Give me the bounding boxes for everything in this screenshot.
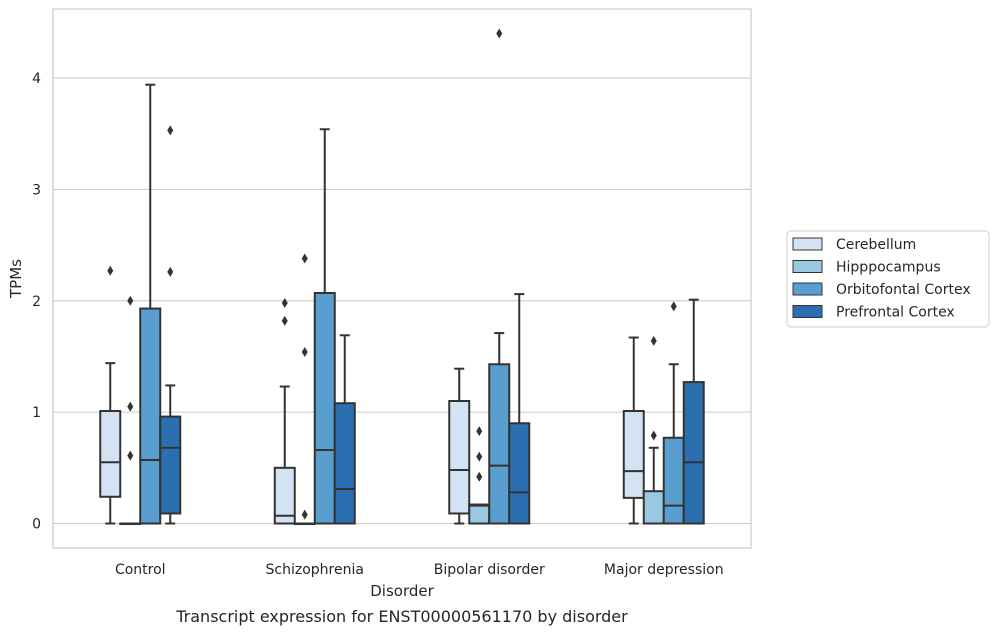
box-prefrontal-cortex	[508, 293, 531, 525]
outlier-point	[301, 253, 308, 264]
outlier-point	[650, 335, 657, 346]
box-orbitofontal-cortex	[313, 128, 336, 525]
box-body	[468, 503, 491, 525]
box-body	[662, 436, 685, 525]
y-tick-label: 3	[32, 182, 41, 198]
box-body	[622, 410, 645, 499]
box-orbitofontal-cortex	[139, 83, 162, 525]
y-tick-label: 1	[32, 405, 41, 421]
legend-entry: Cerebellum	[836, 237, 916, 253]
legend-swatch	[792, 282, 823, 296]
x-tick-label: Major depression	[604, 562, 724, 578]
outlier-point	[301, 509, 308, 520]
legend-swatch	[792, 260, 823, 273]
box-body	[273, 466, 296, 525]
outlier-point	[127, 401, 134, 412]
box-hipppocampus	[293, 253, 316, 525]
y-axis-ticks: 0 1 2 3 4	[32, 71, 41, 532]
box-prefrontal-cortex	[682, 298, 705, 525]
legend-swatch	[792, 305, 823, 318]
box-body	[313, 291, 336, 525]
outlier-point	[167, 266, 174, 277]
box-body	[642, 490, 665, 525]
box-orbitofontal-cortex	[488, 28, 511, 525]
outlier-point	[650, 430, 657, 441]
legend: Cerebellum Hipppocampus Orbitofontal Corte…	[786, 230, 990, 328]
outlier-point	[670, 301, 677, 312]
box-body	[508, 422, 531, 525]
outlier-point	[107, 265, 114, 276]
x-tick-label: Schizophrenia	[266, 562, 364, 578]
box-hipppocampus	[642, 335, 665, 525]
box-body	[488, 363, 511, 525]
box-body	[448, 400, 471, 515]
outlier-point	[476, 451, 483, 462]
legend-frame	[786, 230, 990, 328]
outlier-point	[496, 28, 503, 39]
legend-swatch	[792, 237, 823, 251]
box-hipppocampus	[468, 426, 491, 525]
outlier-point	[476, 471, 483, 482]
box-prefrontal-cortex	[159, 125, 182, 525]
outlier-point	[167, 125, 174, 136]
legend-entry: Hipppocampus	[836, 260, 941, 276]
outlier-point	[281, 298, 288, 308]
y-axis-label: TPMs	[7, 259, 25, 299]
box-cerebellum	[448, 367, 471, 525]
outlier-point	[281, 315, 288, 326]
x-tick-label: Bipolar disorder	[434, 562, 545, 578]
y-tick-label: 0	[32, 517, 41, 533]
y-tick-label: 2	[32, 294, 41, 310]
box-cerebellum	[99, 265, 122, 525]
legend-entry: Prefrontal Cortex	[836, 305, 955, 321]
outlier-point	[127, 450, 134, 461]
x-axis-label: Disorder	[370, 582, 434, 600]
box-series	[99, 28, 705, 525]
box-cerebellum	[622, 336, 645, 525]
box-body	[682, 381, 705, 525]
y-tick-label: 4	[32, 71, 41, 87]
box-body	[333, 402, 356, 525]
chart-caption: Transcript expression for ENST0000056117…	[175, 607, 628, 626]
box-hipppocampus	[119, 295, 142, 525]
outlier-point	[301, 347, 308, 357]
x-axis-ticks: Control Schizophrenia Bipolar disorder Majo…	[115, 562, 724, 578]
box-body	[139, 307, 162, 525]
outlier-point	[476, 426, 483, 437]
legend-entry: Orbitofontal Cortex	[836, 282, 971, 298]
x-tick-label: Control	[115, 562, 166, 578]
box-cerebellum	[273, 298, 296, 525]
box-body	[159, 415, 182, 515]
outlier-point	[127, 295, 134, 306]
box-body	[99, 410, 122, 498]
box-prefrontal-cortex	[333, 334, 356, 525]
plot-frame	[52, 8, 752, 549]
